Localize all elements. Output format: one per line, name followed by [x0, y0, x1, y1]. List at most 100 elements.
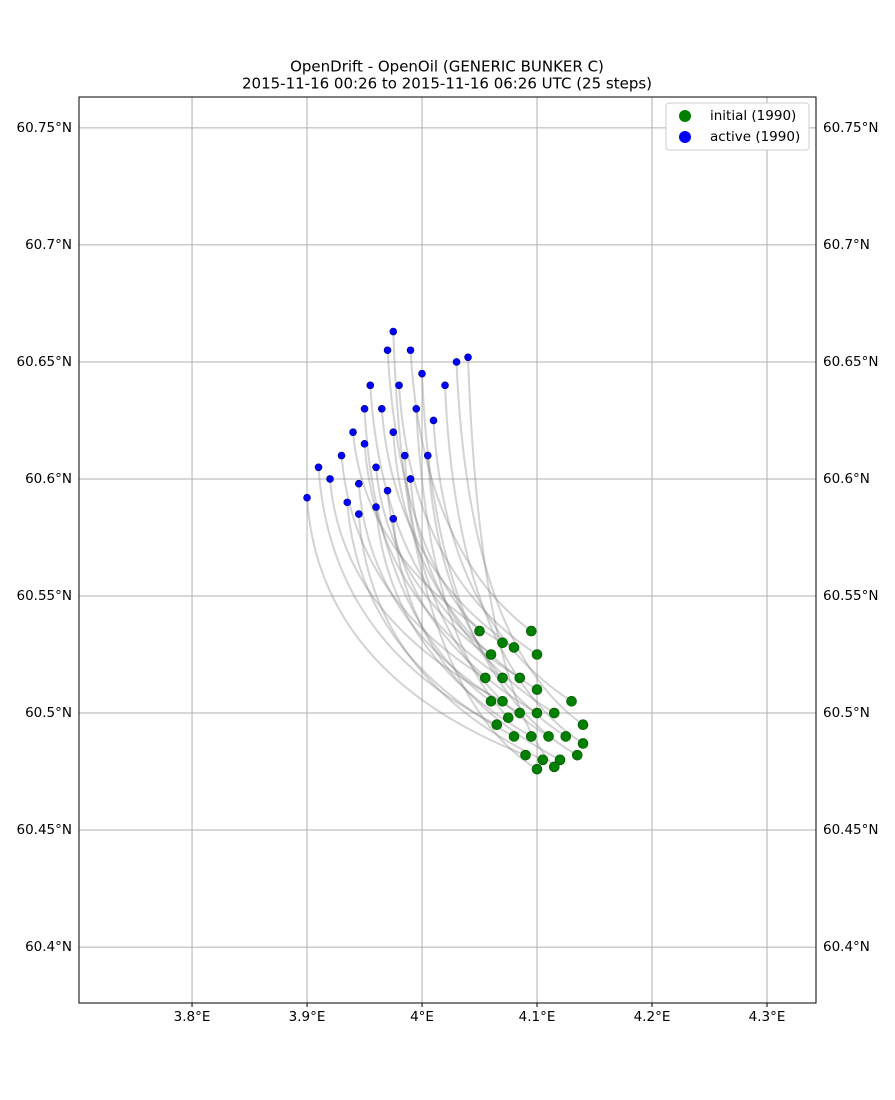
x-tick-label: 3.9°E: [289, 1009, 326, 1025]
point: [354, 479, 363, 488]
y-tick-label-right: 60.55°N: [823, 588, 879, 604]
point: [360, 404, 369, 413]
point-layer: [303, 327, 589, 775]
point: [485, 696, 497, 707]
trajectory: [346, 502, 515, 738]
point: [349, 428, 357, 436]
chart-title: OpenDrift - OpenOil (GENERIC BUNKER C): [290, 58, 604, 76]
trajectory: [392, 518, 561, 761]
y-tick-label: 60.45°N: [17, 822, 73, 838]
point: [577, 738, 589, 749]
point: [531, 763, 543, 775]
y-tick-label: 60.6°N: [25, 471, 72, 487]
point: [525, 731, 537, 742]
trajectory: [415, 408, 509, 719]
point: [337, 451, 346, 460]
trajectory: [386, 490, 538, 714]
point: [497, 696, 508, 707]
x-tick-label: 4°E: [410, 1009, 434, 1025]
point: [566, 696, 577, 707]
y-tick-label: 60.55°N: [17, 588, 73, 604]
plot-frame: [78, 96, 817, 1004]
legend-marker: [679, 110, 691, 122]
point: [543, 731, 554, 742]
trajectory: [409, 478, 555, 714]
trajectory: [380, 408, 515, 649]
trajectory: [352, 432, 504, 644]
point: [303, 493, 311, 502]
point: [441, 381, 449, 390]
x-tick-label: 4.1°E: [519, 1009, 556, 1025]
trajectory: [392, 432, 538, 691]
point: [452, 358, 461, 366]
legend-marker: [679, 131, 691, 143]
chart-subtitle: 2015-11-16 00:26 to 2015-11-16 06:26 UTC…: [242, 75, 652, 93]
y-tick-label-right: 60.4°N: [823, 939, 870, 955]
point: [554, 754, 566, 766]
legend: initial (1990) active (1990): [665, 102, 810, 151]
y-tick-label: 60.5°N: [25, 705, 72, 721]
point: [485, 649, 497, 660]
point: [366, 381, 375, 390]
trajectory: [386, 350, 481, 632]
trajectory: [392, 331, 538, 771]
point: [497, 637, 508, 649]
legend-label: active (1990): [710, 129, 800, 145]
point: [360, 440, 369, 448]
point: [525, 625, 537, 637]
point: [406, 346, 415, 355]
point: [377, 404, 386, 413]
point: [474, 625, 485, 637]
y-tick-label-right: 60.7°N: [823, 237, 870, 253]
point: [412, 404, 421, 413]
point: [406, 475, 415, 483]
y-tick-label: 60.7°N: [25, 237, 72, 253]
point: [429, 416, 438, 425]
point: [372, 463, 380, 472]
point: [326, 475, 334, 483]
trajectory: [444, 385, 584, 745]
trajectory: [467, 357, 556, 768]
y-tick-label: 60.65°N: [17, 354, 73, 370]
trajectory: [455, 361, 584, 726]
point: [571, 749, 583, 761]
point: [520, 749, 531, 761]
y-tick-label-right: 60.6°N: [823, 471, 870, 487]
point: [418, 369, 426, 378]
trajectory: [369, 385, 492, 656]
point: [423, 451, 432, 460]
y-tick-label-right: 60.65°N: [823, 354, 879, 370]
point: [389, 514, 398, 523]
point: [400, 451, 409, 460]
trajectory: [329, 478, 503, 703]
trajectory: [363, 408, 492, 703]
y-tick-label: 60.4°N: [25, 939, 72, 955]
point: [531, 649, 543, 660]
y-tick-label-right: 60.45°N: [823, 822, 879, 838]
point: [395, 381, 403, 390]
grid-layer: 3.8°E 3.9°E 4°E 4.1°E 4.2°E 4.3°E 60.4°N 60.4°N…: [17, 97, 879, 1025]
point: [548, 761, 560, 773]
trajectory: [317, 467, 498, 726]
point: [383, 486, 392, 495]
point: [531, 684, 543, 695]
legend-frame: [665, 102, 810, 151]
y-tick-label-right: 60.75°N: [823, 120, 879, 136]
point: [508, 731, 520, 742]
point: [514, 672, 526, 684]
point: [537, 754, 549, 766]
point: [343, 498, 352, 507]
point: [560, 731, 572, 742]
point: [502, 712, 514, 723]
x-tick-label: 4.3°E: [749, 1009, 786, 1025]
point: [497, 672, 508, 684]
trajectory: [432, 420, 573, 703]
point: [514, 707, 526, 719]
y-tick-label: 60.75°N: [17, 120, 73, 136]
trajectory: [357, 514, 544, 761]
point: [479, 672, 491, 684]
point: [531, 707, 543, 719]
trajectory: [398, 385, 538, 656]
point: [314, 463, 323, 472]
